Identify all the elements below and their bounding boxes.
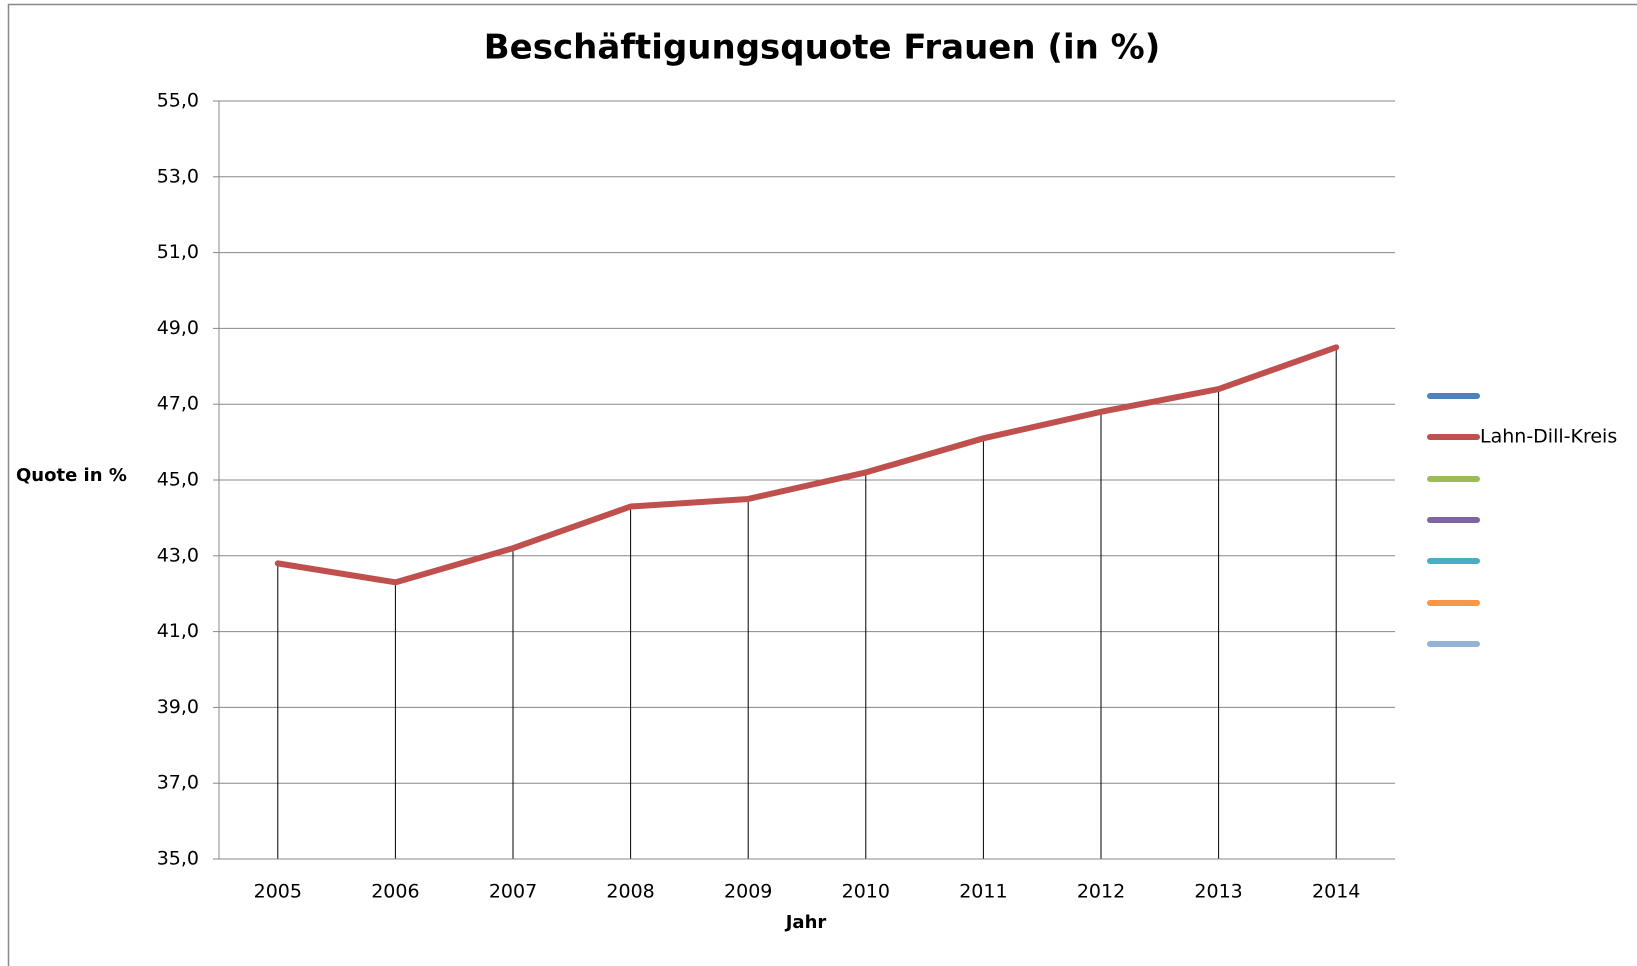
y-tick-label: 53,0	[157, 165, 199, 187]
y-tick-label: 43,0	[157, 544, 199, 566]
x-tick-label: 2014	[1312, 881, 1360, 903]
x-tick-label: 2006	[371, 881, 419, 903]
x-tick-label: 2010	[842, 881, 890, 903]
y-tick-label: 47,0	[157, 393, 199, 415]
x-tick-label: 2011	[959, 881, 1007, 903]
y-tick-label: 39,0	[157, 696, 199, 718]
x-axis-title: Jahr	[784, 912, 827, 933]
y-tick-label: 55,0	[157, 90, 199, 112]
x-tick-label: 2007	[489, 881, 537, 903]
x-tick-label: 2013	[1194, 881, 1242, 903]
x-tick-label: 2009	[724, 881, 772, 903]
x-tick-label: 2008	[606, 881, 654, 903]
x-tick-label: 2005	[254, 881, 302, 903]
series-line	[274, 344, 1340, 586]
chart-frame	[7, 3, 1637, 966]
y-tick-label: 35,0	[157, 848, 199, 870]
y-tick-label: 37,0	[157, 772, 199, 794]
y-axis-title: Quote in %	[16, 465, 127, 486]
x-tick-label: 2012	[1077, 881, 1125, 903]
y-tick-label: 41,0	[157, 620, 199, 642]
chart-title: Beschäftigungsquote Frauen (in %)	[484, 28, 1161, 68]
y-tick-label: 49,0	[157, 317, 199, 339]
y-tick-label: 51,0	[157, 241, 199, 263]
legend-label: Lahn-Dill-Kreis	[1480, 426, 1617, 448]
y-tick-label: 45,0	[157, 469, 199, 491]
